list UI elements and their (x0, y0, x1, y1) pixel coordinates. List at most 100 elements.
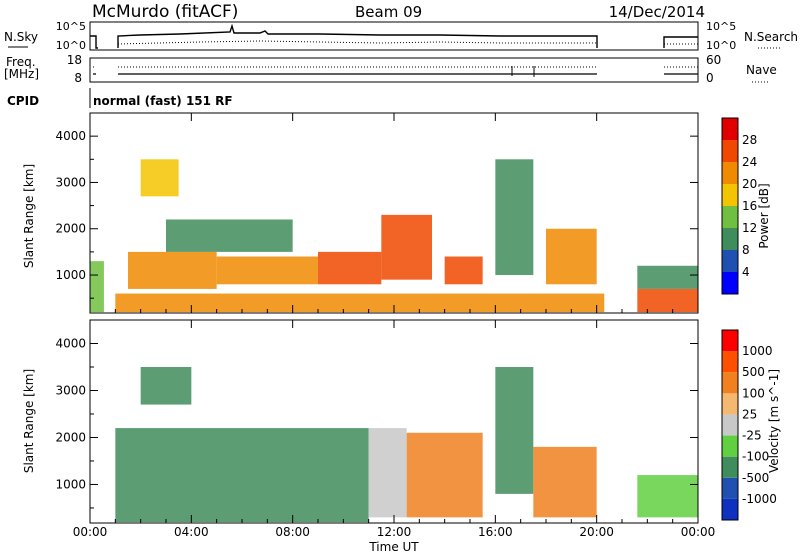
velocity-colorbar-label: Velocity [m s^-1] (767, 369, 781, 473)
freq-right-tick-top: 60 (706, 53, 721, 67)
colorbar-tick-label: -25 (742, 429, 762, 443)
data-gap (606, 113, 638, 313)
cpid-value: normal (fast) 151 RF (93, 94, 233, 108)
y-tick-label: 4000 (55, 336, 86, 350)
colorbar-tick-label: 24 (742, 155, 757, 169)
colorbar-swatch (722, 393, 738, 415)
data-region (115, 428, 369, 523)
freq-right-tick-bottom: 0 (706, 71, 714, 85)
data-gap (606, 320, 638, 523)
noise-panel: N.Sky 10^5 10^0 10^5 10^0 N.Search (4, 20, 798, 52)
x-axis-label: Time UT (368, 540, 419, 554)
station-title: McMurdo (fitACF) (92, 2, 238, 22)
data-region (90, 261, 106, 313)
y-tick-label: 1000 (55, 477, 86, 491)
freq-panel: Freq. [MHz] 18 8 60 0 Nave (4, 53, 777, 85)
colorbar-swatch (722, 184, 738, 206)
colorbar-swatch (722, 414, 738, 436)
colorbar-swatch (722, 140, 738, 162)
data-region (318, 251, 382, 285)
colorbar-swatch (722, 118, 738, 140)
velocity-colorbar: 1000 500 100 25 -25 -100 -500 -1000 (721, 329, 777, 521)
power-colorbar-label: Power [dB] (757, 183, 771, 248)
x-tick-label: 20:00 (579, 525, 614, 539)
velocity-ylabel: Slant Range [km] (22, 369, 36, 473)
colorbar-tick-label: -1000 (742, 492, 777, 506)
colorbar-frame (721, 117, 739, 295)
data-gap (103, 113, 115, 313)
noise-sky-trace (90, 23, 698, 49)
data-region (533, 446, 597, 518)
colorbar-tick-label: -500 (742, 471, 769, 485)
x-tick-label: 16:00 (478, 525, 513, 539)
x-tick-label: 00:00 (73, 525, 108, 539)
velocity-axis-ticks: 1000 2000 3000 4000 (55, 319, 699, 523)
x-tick-label: 12:00 (377, 525, 412, 539)
colorbar-tick-label: 500 (742, 365, 765, 379)
noise-right-label: N.Search (744, 30, 798, 44)
colorbar-tick-label: -100 (742, 450, 769, 464)
colorbar-swatch (722, 372, 738, 394)
data-region (368, 428, 407, 518)
data-region (637, 475, 698, 518)
y-tick-label: 1000 (55, 268, 86, 282)
colorbar-swatch (722, 477, 738, 499)
colorbar-tick-label: 8 (742, 243, 750, 257)
data-region (637, 288, 698, 313)
power-colorbar: 4 8 12 16 20 24 28 (721, 117, 757, 295)
freq-left-tick-top: 18 (67, 53, 82, 67)
x-tick-label: 08:00 (275, 525, 310, 539)
colorbar-tick-label: 1000 (742, 344, 773, 358)
power-panel: 1000 2000 3000 4000 Slant Range [km] 4 8 12 16… (22, 112, 771, 314)
power-ylabel: Slant Range [km] (22, 164, 36, 268)
noise-right-tick-bottom: 10^0 (706, 39, 736, 52)
colorbar-tick-label: 28 (742, 133, 757, 147)
freq-left-label-1: Freq. (6, 55, 36, 69)
colorbar-swatch (722, 250, 738, 272)
data-region (128, 251, 217, 289)
beam-title: Beam 09 (355, 3, 422, 21)
velocity-panel: 1000 2000 3000 4000 Slant Range [km] 1000 50… (22, 319, 781, 524)
data-region (495, 159, 534, 276)
colorbar-swatch (722, 206, 738, 228)
noise-left-label: N.Sky (4, 30, 38, 44)
freq-left-label-2: [MHz] (4, 67, 39, 81)
colorbar-swatch (722, 456, 738, 478)
date-title: 14/Dec/2014 (609, 3, 705, 21)
data-region (495, 366, 534, 494)
y-tick-label: 3000 (55, 175, 86, 189)
data-region (381, 214, 432, 280)
colorbar-frame (721, 329, 739, 521)
power-plot-area (90, 113, 698, 313)
colorbar-swatch (722, 330, 738, 352)
data-gap (103, 320, 115, 523)
data-region (406, 432, 483, 518)
colorbar-swatch (722, 435, 738, 457)
power-axis-ticks: 1000 2000 3000 4000 (55, 112, 699, 313)
colorbar-tick-label: 25 (742, 407, 757, 421)
noise-search-trace (117, 40, 698, 45)
data-region (637, 265, 698, 289)
data-region (140, 159, 179, 197)
x-tick-label: 04:00 (174, 525, 209, 539)
colorbar-swatch (722, 498, 738, 520)
colorbar-swatch (722, 351, 738, 373)
freq-left-tick-bottom: 8 (74, 71, 82, 85)
colorbar-swatch (722, 228, 738, 250)
velocity-plot-area (103, 320, 698, 523)
colorbar-swatch (722, 162, 738, 184)
colorbar-tick-label: 20 (742, 177, 757, 191)
x-tick-label: 00:00 (681, 525, 716, 539)
colorbar-tick-label: 4 (742, 265, 750, 279)
y-tick-label: 2000 (55, 430, 86, 444)
freq-panel-frame (89, 57, 699, 83)
y-tick-label: 4000 (55, 129, 86, 143)
colorbar-tick-label: 100 (742, 386, 765, 400)
nave-label: Nave (746, 63, 777, 77)
data-region (444, 256, 483, 285)
noise-panel-frame (89, 21, 699, 51)
colorbar-tick-label: 12 (742, 221, 757, 235)
data-region (546, 228, 597, 285)
data-region (140, 366, 192, 405)
